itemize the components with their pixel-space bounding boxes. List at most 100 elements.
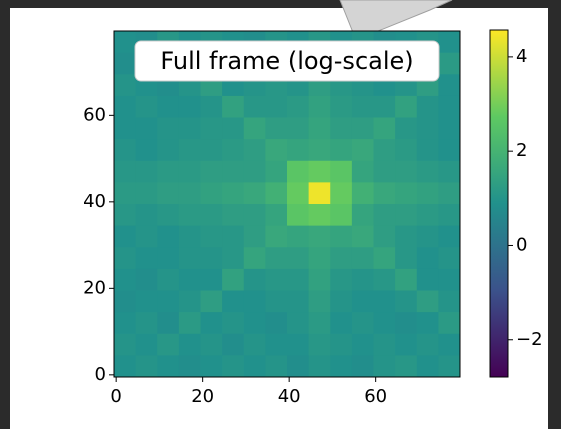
heatmap-cell bbox=[374, 355, 396, 377]
heatmap-cell bbox=[438, 182, 460, 204]
heatmap-cell bbox=[352, 247, 374, 269]
heatmap-cell bbox=[352, 312, 374, 334]
heatmap-cell bbox=[114, 312, 136, 334]
heatmap-cell bbox=[438, 291, 460, 313]
heatmap-cell bbox=[287, 118, 309, 140]
heatmap-cell bbox=[157, 355, 179, 377]
heatmap-cell bbox=[114, 291, 136, 313]
heatmap-cell bbox=[201, 291, 223, 313]
heatmap-cell bbox=[201, 247, 223, 269]
heatmap-cell bbox=[265, 269, 287, 291]
heatmap-cell bbox=[352, 161, 374, 183]
heatmap-cell bbox=[179, 291, 201, 313]
heatmap-cell bbox=[287, 269, 309, 291]
heatmap-cell bbox=[114, 53, 136, 75]
heatmap-cell bbox=[114, 161, 136, 183]
heatmap-cell bbox=[395, 139, 417, 161]
heatmap-cell bbox=[136, 204, 158, 226]
heatmap-cell bbox=[438, 31, 460, 53]
y-tick-label: 60 bbox=[83, 104, 106, 125]
screen: 02040600204060Full frame (log-scale)−202… bbox=[0, 0, 561, 429]
heatmap-cell bbox=[201, 312, 223, 334]
heatmap-cell bbox=[374, 182, 396, 204]
heatmap-cell bbox=[244, 247, 266, 269]
heatmap-cell bbox=[157, 96, 179, 118]
heatmap-cell bbox=[374, 291, 396, 313]
heatmap-cell bbox=[352, 204, 374, 226]
colorbar bbox=[490, 30, 508, 377]
heatmap-cell bbox=[309, 269, 331, 291]
heatmap-cell bbox=[395, 161, 417, 183]
heatmap-cell bbox=[395, 182, 417, 204]
heatmap-cell bbox=[309, 118, 331, 140]
heatmap-cell bbox=[417, 204, 439, 226]
heatmap-cell bbox=[136, 355, 158, 377]
heatmap-cell bbox=[417, 139, 439, 161]
heatmap-cell bbox=[179, 269, 201, 291]
heatmap-cell bbox=[265, 312, 287, 334]
heatmap-cell bbox=[157, 118, 179, 140]
heatmap-cell bbox=[352, 226, 374, 248]
heatmap-cell bbox=[438, 161, 460, 183]
heatmap-cell bbox=[244, 334, 266, 356]
colorbar-tick-label: 0 bbox=[516, 234, 527, 255]
heatmap-cell bbox=[330, 269, 352, 291]
heatmap-cell bbox=[287, 139, 309, 161]
heatmap-cell bbox=[265, 204, 287, 226]
heatmap-cell bbox=[309, 247, 331, 269]
heatmap-cell bbox=[114, 74, 136, 96]
heatmap-cell bbox=[114, 269, 136, 291]
heatmap-cell bbox=[222, 291, 244, 313]
heatmap-cell bbox=[374, 269, 396, 291]
heatmap-cell bbox=[352, 96, 374, 118]
heatmap-cell bbox=[265, 96, 287, 118]
heatmap-cell bbox=[352, 334, 374, 356]
y-tick-label: 20 bbox=[83, 277, 106, 298]
heatmap-cell bbox=[136, 291, 158, 313]
heatmap-cell bbox=[438, 139, 460, 161]
colorbar-tick-label: −2 bbox=[516, 329, 543, 350]
heatmap-cell bbox=[201, 334, 223, 356]
heatmap-cell bbox=[438, 53, 460, 75]
heatmap-cell bbox=[330, 291, 352, 313]
heatmap-cell bbox=[136, 118, 158, 140]
heatmap-cell bbox=[417, 226, 439, 248]
heatmap-cell bbox=[201, 161, 223, 183]
heatmap-cell bbox=[244, 182, 266, 204]
heatmap-cell bbox=[287, 226, 309, 248]
annotation: Full frame (log-scale) bbox=[160, 47, 413, 75]
heatmap-cell bbox=[201, 96, 223, 118]
heatmap-cell bbox=[244, 355, 266, 377]
heatmap-cell bbox=[179, 139, 201, 161]
heatmap-cell bbox=[374, 139, 396, 161]
heatmap-cell bbox=[265, 355, 287, 377]
heatmap-cell bbox=[395, 247, 417, 269]
heatmap-cell bbox=[157, 312, 179, 334]
heatmap-cell bbox=[417, 334, 439, 356]
heatmap-cell bbox=[114, 118, 136, 140]
heatmap-cell bbox=[287, 161, 309, 183]
heatmap-cell bbox=[201, 118, 223, 140]
heatmap-cell bbox=[222, 269, 244, 291]
colorbar-tick-label: 2 bbox=[516, 140, 527, 161]
heatmap-cell bbox=[374, 161, 396, 183]
heatmap-cell bbox=[417, 247, 439, 269]
heatmap-cell bbox=[179, 161, 201, 183]
heatmap-cell bbox=[114, 355, 136, 377]
heatmap-cell bbox=[222, 204, 244, 226]
heatmap-cell bbox=[114, 31, 136, 53]
y-tick-label: 0 bbox=[95, 364, 106, 385]
heatmap-cell bbox=[179, 247, 201, 269]
heatmap-cell bbox=[114, 139, 136, 161]
heatmap-cell bbox=[244, 226, 266, 248]
heatmap-cell bbox=[352, 182, 374, 204]
heatmap-cell bbox=[374, 204, 396, 226]
heatmap-cell bbox=[309, 182, 331, 204]
heatmap-cell bbox=[136, 247, 158, 269]
heatmap-cell bbox=[395, 96, 417, 118]
heatmap-cell bbox=[330, 182, 352, 204]
colorbar-tick-label: 4 bbox=[516, 46, 527, 67]
y-tick-label: 40 bbox=[83, 191, 106, 212]
heatmap-cell bbox=[265, 226, 287, 248]
heatmap-cell bbox=[287, 96, 309, 118]
